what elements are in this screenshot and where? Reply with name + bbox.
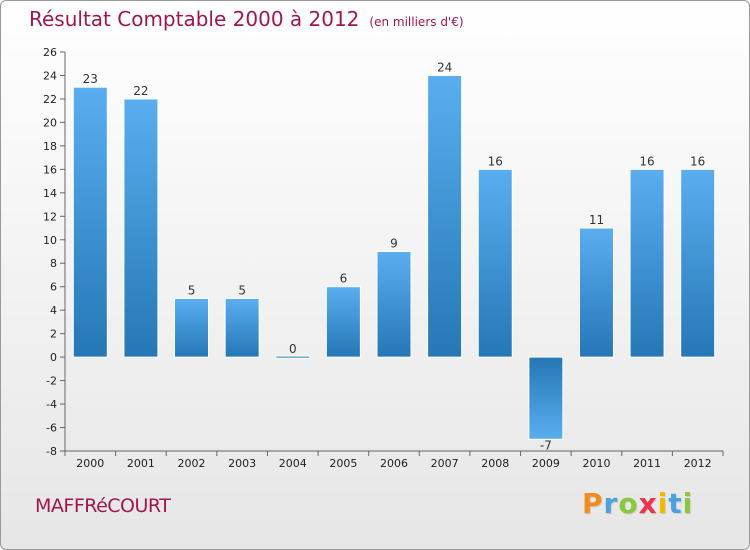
y-tick-label: 20: [43, 116, 57, 129]
y-tick-label: 24: [43, 69, 57, 82]
logo-letter: r: [603, 487, 619, 520]
y-tick-label: 26: [43, 46, 57, 59]
x-tick-label-2007: 2007: [431, 457, 459, 470]
bar-2008: [477, 168, 513, 358]
y-tick-label: 12: [43, 210, 57, 223]
data-label-2011: 16: [639, 154, 654, 168]
bar-2011: [629, 168, 665, 358]
data-label-2006: 9: [390, 237, 398, 251]
logo-letter: x: [638, 487, 658, 520]
data-label-2004: 0: [289, 342, 297, 356]
data-label-2000: 23: [83, 72, 98, 86]
x-tick-label-2004: 2004: [279, 457, 307, 470]
data-label-2010: 11: [589, 213, 604, 227]
y-tick-label: 2: [50, 328, 57, 341]
y-tick-label: 14: [43, 187, 57, 200]
bar-layer: 23 22 5 5 0 6 9 24 16 -7 11 16 16: [72, 60, 716, 452]
data-label-2008: 16: [488, 154, 503, 168]
y-tick-label: 6: [50, 281, 57, 294]
y-tick-label: -4: [46, 398, 57, 411]
x-tick-label-2005: 2005: [329, 457, 357, 470]
x-tick-label-2011: 2011: [633, 457, 661, 470]
data-label-2001: 22: [133, 84, 148, 98]
y-tick-label: 4: [50, 304, 57, 317]
bar-2004: [275, 355, 311, 359]
chart-title: Résultat Comptable 2000 à 2012 (en millie…: [29, 7, 464, 31]
place-name: MAFFRéCOURT: [35, 495, 171, 517]
logo-letter: i: [657, 487, 669, 520]
y-tick-label: 18: [43, 140, 57, 153]
bar-2010: [578, 227, 614, 358]
x-tick-label-2008: 2008: [481, 457, 509, 470]
x-tick-label-2012: 2012: [684, 457, 712, 470]
y-tick-label: 10: [43, 234, 57, 247]
bar-2009: [528, 356, 564, 440]
proxiti-logo: Proxiti: [582, 487, 693, 520]
x-tick-label-2000: 2000: [76, 457, 104, 470]
x-tick-label-2001: 2001: [127, 457, 155, 470]
data-label-2009: -7: [540, 438, 552, 452]
data-label-2012: 16: [690, 154, 705, 168]
data-label-2003: 5: [238, 283, 246, 297]
logo-letter: t: [668, 487, 683, 520]
x-tick-label-2009: 2009: [532, 457, 560, 470]
bar-2006: [376, 251, 412, 358]
bar-2001: [123, 98, 159, 358]
bar-2007: [427, 74, 463, 358]
y-tick-label: -6: [46, 422, 57, 435]
y-tick-label: 22: [43, 93, 57, 106]
bar-2012: [680, 168, 716, 358]
data-label-2005: 6: [340, 272, 348, 286]
y-tick-label: 16: [43, 163, 57, 176]
data-label-2007: 24: [437, 60, 452, 74]
x-tick-label-2006: 2006: [380, 457, 408, 470]
x-tick-label-2010: 2010: [582, 457, 610, 470]
logo-letter: P: [582, 487, 604, 520]
bar-2002: [174, 297, 210, 358]
chart-title-text: Résultat Comptable 2000 à 2012: [29, 7, 360, 31]
logo-letter: o: [618, 487, 639, 520]
y-tick-label: -8: [46, 445, 57, 458]
y-tick-label: 0: [50, 351, 57, 364]
bar-2003: [224, 297, 260, 358]
data-label-2002: 5: [188, 283, 196, 297]
x-tick-label-2003: 2003: [228, 457, 256, 470]
chart-subtitle: (en milliers d'€): [369, 15, 464, 29]
logo-letter: i: [682, 487, 694, 520]
x-tick-label-2002: 2002: [178, 457, 206, 470]
bar-2005: [325, 286, 361, 358]
y-tick-label: -2: [46, 375, 57, 388]
bar-2000: [72, 86, 108, 358]
y-tick-label: 8: [50, 257, 57, 270]
